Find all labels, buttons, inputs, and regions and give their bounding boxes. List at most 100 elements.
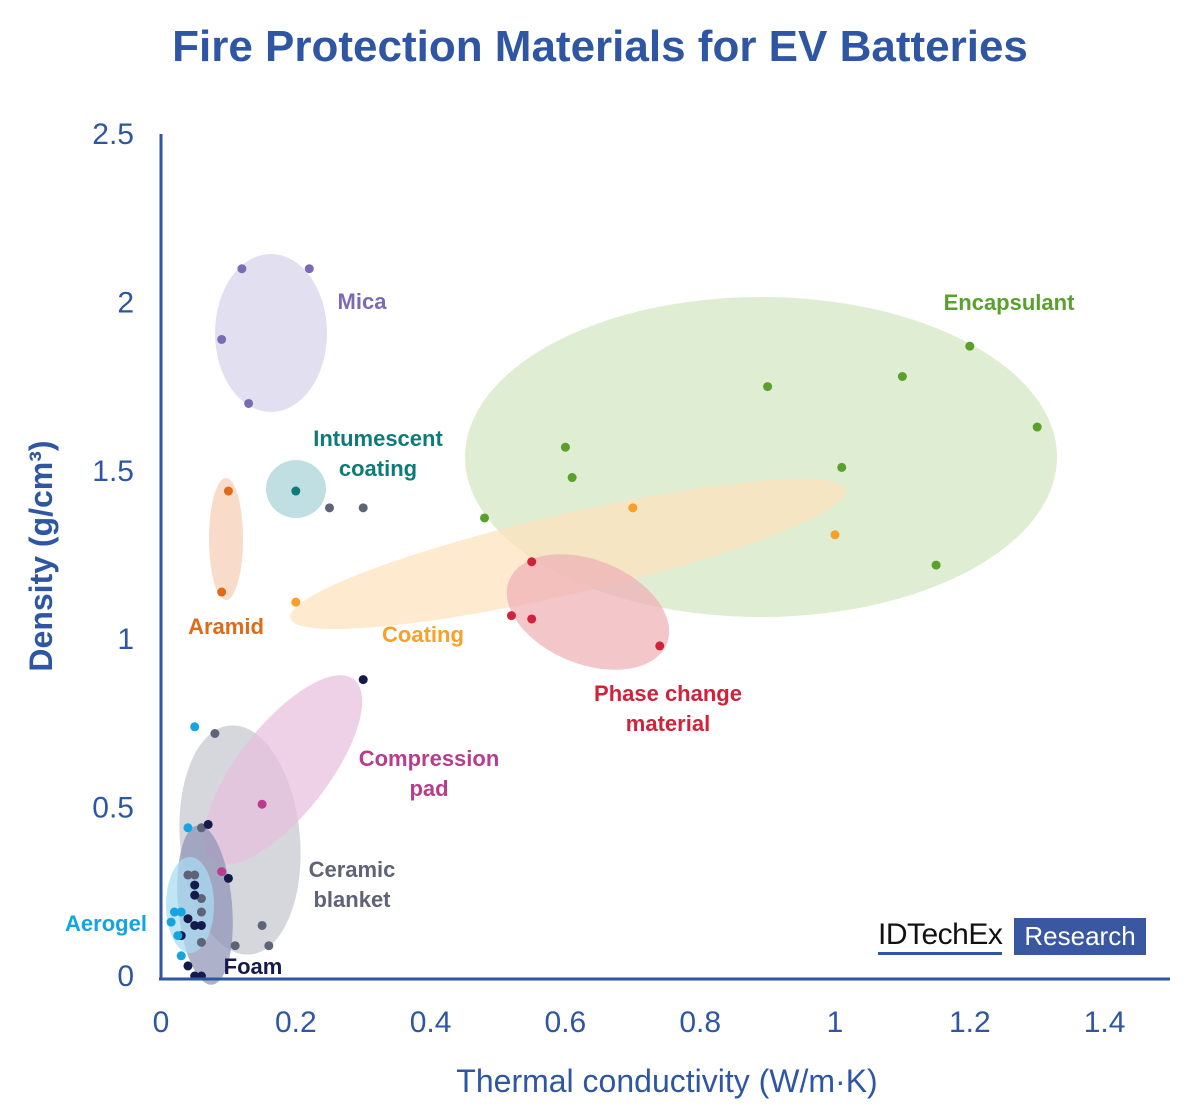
data-point [567,473,577,483]
data-point [264,941,274,951]
y-tick-label: 2.5 [92,118,134,151]
data-point [291,597,301,607]
data-point [358,675,368,685]
series-label: Foam [224,954,283,979]
y-tick-label: 1 [117,623,134,656]
data-point [166,917,176,927]
data-point [196,920,206,930]
data-point [527,614,537,624]
data-point [628,503,638,513]
series-label: Coating [382,622,464,647]
data-point [230,941,240,951]
data-point [210,729,220,739]
x-tick-label: 0.8 [679,1006,721,1039]
data-point [183,914,193,924]
data-point [183,870,193,880]
y-tick-label: 2 [117,286,134,319]
series-label-line: Foam [224,954,283,979]
data-point [931,560,941,570]
x-tick-label: 1.2 [949,1006,991,1039]
data-point [223,873,233,883]
x-tick-label: 0.2 [275,1006,317,1039]
series-label-line: coating [339,456,417,481]
data-point [480,513,490,523]
data-point [176,907,186,917]
region-coating [290,478,846,630]
series-label-line: blanket [313,887,391,912]
series-label-line: Aramid [188,614,264,639]
data-point [291,486,301,496]
data-point [237,264,247,274]
series-label: Mica [338,289,388,314]
data-point [217,587,227,597]
series-label: Ceramic blanket [309,857,396,912]
data-point [183,961,193,971]
region-compression-pad [203,675,363,865]
data-point [190,870,200,880]
data-point [257,920,267,930]
series-label-line: material [626,711,710,736]
data-point [655,641,665,651]
data-point [217,334,227,344]
x-tick-label: 1 [827,1006,844,1039]
data-point [325,503,334,513]
data-point [560,442,570,452]
series-label-line: Mica [338,289,388,314]
y-tick-label: 0.5 [92,792,134,825]
data-point [304,264,314,274]
data-point [897,371,907,381]
series-label-line: Ceramic [309,857,396,882]
data-point [257,799,267,809]
data-point [358,503,368,513]
series-label: Compression pad [359,746,500,801]
data-point [244,398,254,408]
series-label-line: Intumescent [313,426,443,451]
series-label-line: pad [409,776,448,801]
data-point [196,823,206,833]
data-point [203,819,213,829]
data-point [527,557,537,567]
data-point [173,931,183,941]
data-point [965,341,975,351]
series-label: Encapsulant [944,290,1075,315]
series-label-line: Phase change [594,681,742,706]
data-point [176,951,186,961]
y-tick-label: 0 [117,960,134,993]
data-point [183,823,193,833]
data-point [169,907,179,917]
series-label-line: Aerogel [65,911,147,936]
chart-title: Fire Protection Materials for EV Batteri… [172,22,1028,71]
x-axis-label: Thermal conductivity (W/m·K) [456,1063,877,1099]
data-point [830,530,840,540]
region-phase-change-material [506,554,670,670]
data-point [763,382,773,392]
x-tick-label: 0 [153,1006,170,1039]
data-point [190,722,200,732]
logo-tag: Research [1014,918,1146,955]
region-aramid [209,478,243,600]
data-point [190,890,200,900]
data-point [223,486,233,496]
y-tick-label: 1.5 [92,455,134,488]
series-label: Aramid [188,614,264,639]
series-label-line: Encapsulant [944,290,1075,315]
region-mica [215,254,327,412]
idtechex-logo: IDTechEx Research [878,918,1146,955]
x-tick-label: 1.4 [1084,1006,1126,1039]
series-label: Aerogel [65,911,147,936]
x-tick-label: 0.4 [410,1006,452,1039]
data-point [196,894,206,904]
data-point [1032,422,1042,432]
data-point [837,462,847,472]
series-label: Intumescent coating [313,426,443,481]
data-point [196,907,206,917]
series-label-line: Compression [359,746,500,771]
logo-brand: IDTechEx [878,918,1003,955]
data-point [217,867,227,877]
y-axis-label: Density (g/cm³) [23,440,59,671]
series-label: Phase change material [594,681,742,736]
data-point [190,920,200,930]
data-point [196,937,206,947]
